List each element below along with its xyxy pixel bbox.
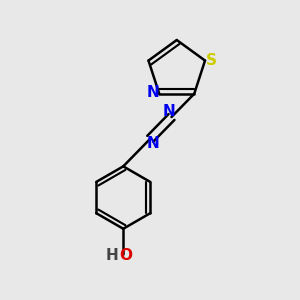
Text: O: O [119,248,132,263]
Text: N: N [162,104,175,119]
Text: H: H [106,248,119,263]
Text: N: N [146,85,159,100]
Text: S: S [206,53,217,68]
Text: N: N [147,136,160,152]
